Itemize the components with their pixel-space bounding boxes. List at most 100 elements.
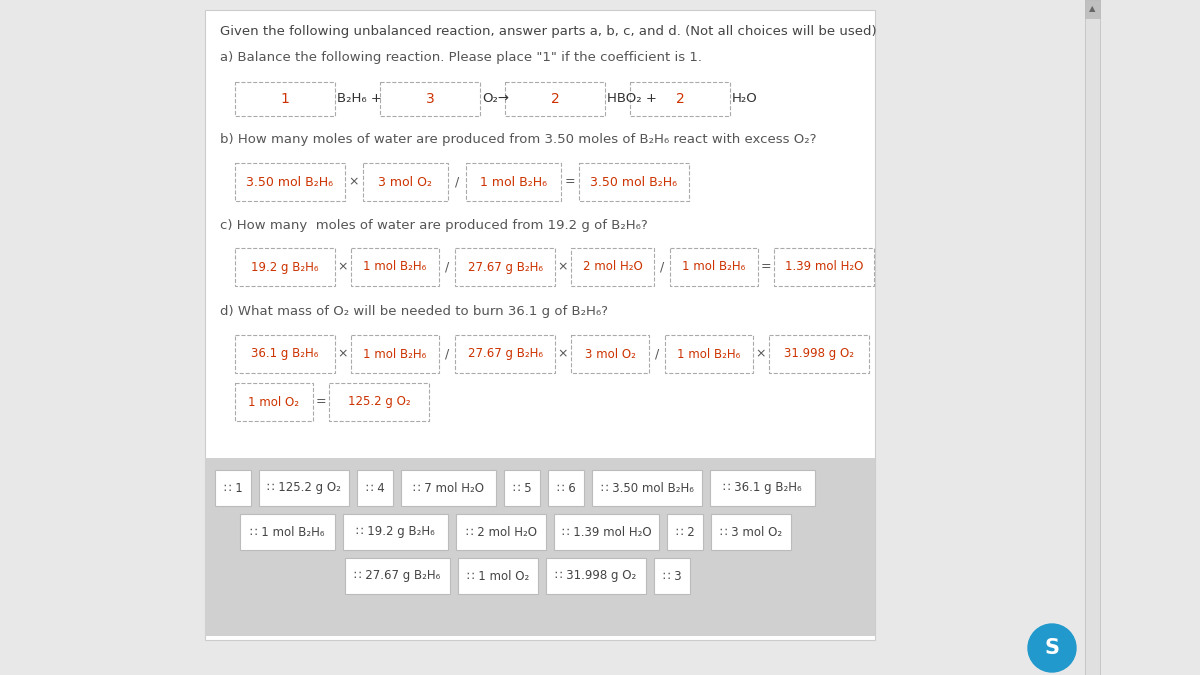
Text: ∷ 4: ∷ 4 <box>366 481 384 495</box>
Text: 36.1 g B₂H₆: 36.1 g B₂H₆ <box>251 348 319 360</box>
Text: =: = <box>316 396 326 408</box>
Text: ∷ 1: ∷ 1 <box>223 481 242 495</box>
Text: /: / <box>445 261 449 273</box>
FancyBboxPatch shape <box>235 82 335 116</box>
Text: 27.67 g B₂H₆: 27.67 g B₂H₆ <box>468 261 542 273</box>
FancyBboxPatch shape <box>352 248 439 286</box>
Text: ×: × <box>558 261 569 273</box>
Text: ×: × <box>349 176 359 188</box>
Text: ×: × <box>558 348 569 360</box>
Text: 125.2 g O₂: 125.2 g O₂ <box>348 396 410 408</box>
FancyBboxPatch shape <box>329 383 430 421</box>
Text: H₂O: H₂O <box>732 92 757 105</box>
FancyBboxPatch shape <box>456 514 546 550</box>
Text: =: = <box>761 261 772 273</box>
Text: 2 mol H₂O: 2 mol H₂O <box>583 261 642 273</box>
FancyBboxPatch shape <box>235 248 335 286</box>
Text: ×: × <box>337 261 348 273</box>
FancyBboxPatch shape <box>240 514 335 550</box>
Text: ∷ 36.1 g B₂H₆: ∷ 36.1 g B₂H₆ <box>724 481 802 495</box>
Text: S: S <box>1044 638 1060 658</box>
Text: c) How many  moles of water are produced from 19.2 g of B₂H₆?: c) How many moles of water are produced … <box>220 219 648 232</box>
Text: 1 mol B₂H₆: 1 mol B₂H₆ <box>677 348 740 360</box>
Text: ∷ 5: ∷ 5 <box>512 481 532 495</box>
FancyBboxPatch shape <box>548 470 584 506</box>
FancyBboxPatch shape <box>665 335 754 373</box>
Text: 3.50 mol B₂H₆: 3.50 mol B₂H₆ <box>590 176 678 188</box>
FancyBboxPatch shape <box>352 335 439 373</box>
FancyBboxPatch shape <box>364 163 448 201</box>
Text: ∷ 19.2 g B₂H₆: ∷ 19.2 g B₂H₆ <box>356 526 434 539</box>
Text: a) Balance the following reaction. Please place "1" if the coefficient is 1.: a) Balance the following reaction. Pleas… <box>220 51 702 65</box>
FancyBboxPatch shape <box>710 514 791 550</box>
FancyBboxPatch shape <box>710 470 815 506</box>
Text: ∷ 27.67 g B₂H₆: ∷ 27.67 g B₂H₆ <box>354 570 440 583</box>
FancyBboxPatch shape <box>455 248 554 286</box>
FancyBboxPatch shape <box>1085 0 1100 18</box>
FancyBboxPatch shape <box>630 82 730 116</box>
Text: 1.39 mol H₂O: 1.39 mol H₂O <box>785 261 863 273</box>
FancyBboxPatch shape <box>358 470 394 506</box>
Text: ∷ 2: ∷ 2 <box>676 526 695 539</box>
Text: 2: 2 <box>676 92 684 106</box>
Text: 2: 2 <box>551 92 559 106</box>
Text: ∷ 3: ∷ 3 <box>662 570 682 583</box>
FancyBboxPatch shape <box>235 335 335 373</box>
FancyBboxPatch shape <box>205 458 875 636</box>
FancyBboxPatch shape <box>343 514 448 550</box>
FancyBboxPatch shape <box>571 335 649 373</box>
Text: 1 mol B₂H₆: 1 mol B₂H₆ <box>364 348 427 360</box>
FancyBboxPatch shape <box>580 163 689 201</box>
Text: ∷ 3 mol O₂: ∷ 3 mol O₂ <box>720 526 782 539</box>
FancyBboxPatch shape <box>774 248 874 286</box>
Text: ∷ 2 mol H₂O: ∷ 2 mol H₂O <box>466 526 536 539</box>
Text: 19.2 g B₂H₆: 19.2 g B₂H₆ <box>251 261 319 273</box>
FancyBboxPatch shape <box>235 383 313 421</box>
FancyBboxPatch shape <box>504 470 540 506</box>
FancyBboxPatch shape <box>346 558 450 594</box>
Text: ×: × <box>756 348 767 360</box>
Text: =: = <box>565 176 575 188</box>
FancyBboxPatch shape <box>235 163 346 201</box>
Text: ×: × <box>337 348 348 360</box>
Text: ∷ 6: ∷ 6 <box>557 481 575 495</box>
Text: /: / <box>445 348 449 360</box>
FancyBboxPatch shape <box>1085 0 1100 675</box>
FancyBboxPatch shape <box>259 470 349 506</box>
Text: /: / <box>655 348 659 360</box>
Text: HBO₂ +: HBO₂ + <box>607 92 656 105</box>
Text: ∷ 3.50 mol B₂H₆: ∷ 3.50 mol B₂H₆ <box>600 481 694 495</box>
FancyBboxPatch shape <box>571 248 654 286</box>
FancyBboxPatch shape <box>654 558 690 594</box>
Text: d) What mass of O₂ will be needed to burn 36.1 g of B₂H₆?: d) What mass of O₂ will be needed to bur… <box>220 306 608 319</box>
FancyBboxPatch shape <box>455 335 554 373</box>
Text: 1 mol B₂H₆: 1 mol B₂H₆ <box>683 261 745 273</box>
FancyBboxPatch shape <box>554 514 659 550</box>
Text: ∷ 1.39 mol H₂O: ∷ 1.39 mol H₂O <box>562 526 652 539</box>
Text: Given the following unbalanced reaction, answer parts a, b, c, and d. (Not all c: Given the following unbalanced reaction,… <box>220 26 877 38</box>
Text: 3: 3 <box>426 92 434 106</box>
FancyBboxPatch shape <box>667 514 703 550</box>
Text: /: / <box>660 261 664 273</box>
Text: B₂H₆ +: B₂H₆ + <box>337 92 382 105</box>
Text: 1: 1 <box>281 92 289 106</box>
Text: ∷ 125.2 g O₂: ∷ 125.2 g O₂ <box>268 481 341 495</box>
Text: O₂→: O₂→ <box>482 92 509 105</box>
FancyBboxPatch shape <box>401 470 496 506</box>
Circle shape <box>1028 624 1076 672</box>
FancyBboxPatch shape <box>546 558 646 594</box>
FancyBboxPatch shape <box>769 335 869 373</box>
FancyBboxPatch shape <box>670 248 758 286</box>
Text: ∷ 1 mol O₂: ∷ 1 mol O₂ <box>467 570 529 583</box>
FancyBboxPatch shape <box>205 10 875 640</box>
FancyBboxPatch shape <box>458 558 538 594</box>
Text: 1 mol B₂H₆: 1 mol B₂H₆ <box>480 176 547 188</box>
FancyBboxPatch shape <box>505 82 605 116</box>
Text: ∷ 31.998 g O₂: ∷ 31.998 g O₂ <box>556 570 637 583</box>
Text: 31.998 g O₂: 31.998 g O₂ <box>784 348 854 360</box>
Text: 27.67 g B₂H₆: 27.67 g B₂H₆ <box>468 348 542 360</box>
Text: 3 mol O₂: 3 mol O₂ <box>584 348 636 360</box>
FancyBboxPatch shape <box>466 163 562 201</box>
Text: 3.50 mol B₂H₆: 3.50 mol B₂H₆ <box>246 176 334 188</box>
FancyBboxPatch shape <box>380 82 480 116</box>
